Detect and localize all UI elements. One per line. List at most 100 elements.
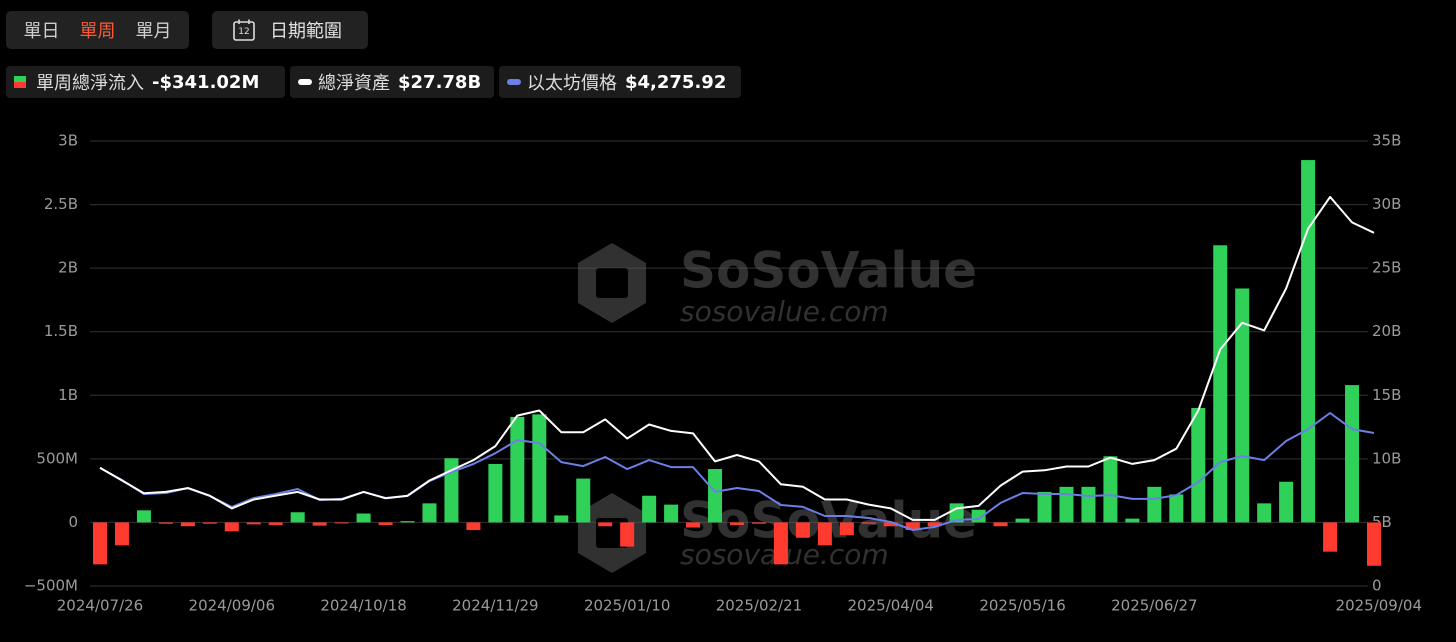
y-tick-label: 0 [68,513,78,531]
legend-swatch [14,76,26,88]
bar [554,515,569,523]
bar [1081,486,1096,523]
x-tick-label: 2025/05/16 [979,597,1065,615]
bar [93,522,107,565]
x-tick-label: 2024/07/26 [57,597,143,615]
bar [466,522,481,531]
bar [1059,486,1074,523]
period-button[interactable]: 單月 [135,21,172,42]
bar [642,495,657,523]
bar [883,522,898,527]
bar [1015,518,1030,523]
date-range-button[interactable]: 12 日期範圍 [212,11,368,49]
x-tick-label: 2025/01/10 [584,597,670,615]
bar [1323,522,1338,552]
y-tick-label: −500M [24,577,78,595]
legend-name: 總淨資產 [318,73,390,94]
bar [334,522,349,524]
y2-tick-label: 15B [1372,386,1401,404]
bar [202,522,217,524]
bar [510,416,525,523]
y-tick-label: 3B [58,132,78,150]
date-range-label: 日期範圍 [270,21,342,42]
bar [1103,456,1118,523]
x-tick-label: 2024/11/29 [452,597,538,615]
bar [576,478,591,523]
bar [136,510,151,523]
y2-tick-label: 10B [1372,449,1401,467]
period-switch: 單日 單周 單月 [6,11,189,49]
bar [1169,494,1184,523]
y2-tick-label: 25B [1372,259,1401,277]
y-tick-label: 1.5B [44,322,78,340]
line [99,195,1375,521]
y-tick-label: 500M [36,449,78,467]
legend-swatch [507,79,521,85]
bar [1367,522,1381,566]
x-tick-label: 2025/09/04 [1336,597,1422,615]
bar [488,463,503,523]
x-tick-label: 2024/10/18 [320,597,406,615]
bar [664,504,679,523]
x-tick-label: 2025/02/21 [716,597,802,615]
y-tick-label: 2.5B [44,195,78,213]
bar [905,522,920,531]
calendar-icon: 12 [233,19,255,41]
y-tick-label: 1B [58,386,78,404]
legend-name: 以太坊價格 [527,73,617,94]
bar [927,522,942,527]
bar [708,469,723,523]
legend-item: 以太坊價格 $4,275.92 [499,66,741,98]
bar [246,522,261,525]
x-tick-label: 2025/06/27 [1111,597,1197,615]
bar [356,513,371,523]
bar [1279,481,1294,523]
bar [1147,486,1162,523]
legend-item: 總淨資產 $27.78B [290,66,494,98]
calendar-day: 12 [238,27,249,37]
bar [158,522,173,524]
bar [114,522,129,546]
bar [751,522,766,524]
y2-tick-label: 35B [1372,132,1401,150]
legend-value: $27.78B [398,71,482,93]
bar [290,512,305,523]
y2-tick-label: 30B [1372,195,1401,213]
x-tick-label: 2025/04/04 [848,597,934,615]
bar [378,522,393,525]
bar [1213,245,1228,523]
bar [180,522,195,527]
bar [1037,491,1052,523]
bar [312,522,327,526]
bar [1345,385,1360,523]
legend-item: 單周總淨流入 -$341.02M [6,66,285,98]
bar [422,503,437,523]
bar [730,522,744,525]
bar [532,414,547,523]
legend-value: $4,275.92 [625,71,727,93]
bar [1301,160,1316,523]
watermark-url: sosovalue.com [680,295,889,328]
bar [598,522,613,527]
y2-tick-label: 0 [1372,577,1382,595]
period-button[interactable]: 單日 [23,21,60,42]
bar [1235,288,1250,523]
watermark-brand: SoSoValue [680,242,977,300]
bar [224,522,239,532]
bar [1191,408,1206,523]
bar [861,522,876,524]
y2-tick-label: 20B [1372,322,1401,340]
bar [773,522,788,565]
bar [268,522,283,525]
bar [400,521,415,523]
bar [839,522,854,536]
x-tick-label: 2024/09/06 [189,597,275,615]
bar [686,522,701,528]
bar [795,522,810,538]
y-tick-label: 2B [58,259,78,277]
period-button[interactable]: 單周 [79,21,116,42]
bar [1125,518,1140,523]
bar [993,522,1008,527]
